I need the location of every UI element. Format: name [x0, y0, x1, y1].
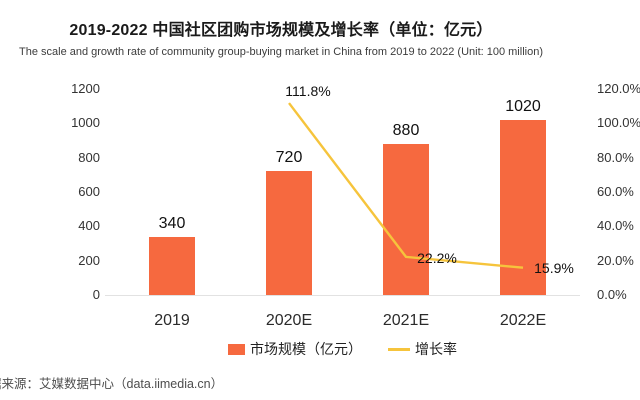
x-axis-label-2021E: 2021E: [382, 312, 430, 329]
y-axis-tick-left: 1200: [71, 81, 100, 96]
bar-value-label: 340: [158, 214, 186, 232]
y-axis-tick-right: 100.0%: [597, 115, 640, 131]
y-axis-tick-right: 40.0%: [597, 218, 634, 234]
chart-subtitle: The scale and growth rate of community g…: [19, 46, 543, 58]
y-axis-tick-left: 400: [78, 218, 100, 234]
growth-point-label: 15.9%: [534, 259, 574, 276]
bar-value-label: 1020: [505, 97, 541, 115]
x-axis-line: [105, 295, 580, 296]
bar-2019: [149, 236, 195, 295]
legend-item-market-size: 市场规模（亿元）: [228, 339, 362, 359]
growth-point-label: 111.8%: [285, 83, 331, 100]
y-axis-tick-right: 20.0%: [597, 252, 634, 268]
legend-item-growth-rate: 增长率: [388, 339, 457, 359]
legend-bar-label: 市场规模（亿元）: [250, 341, 362, 357]
y-axis-tick-left: 1000: [71, 115, 100, 131]
growth-point-label: 22.2%: [417, 249, 457, 266]
bar-2021E: [383, 143, 429, 295]
bar-value-label: 880: [392, 121, 420, 139]
chart-title: 2019-2022 中国社区团购市场规模及增长率（单位：亿元）: [69, 22, 493, 39]
y-axis-tick-left: 600: [78, 184, 100, 199]
x-axis-label-2019: 2019: [154, 312, 190, 329]
y-axis-tick-left: 800: [78, 149, 100, 165]
y-axis-tick-left: 0: [92, 287, 100, 302]
source-text: 来源：艾媒数据中心（data.iimedia.cn）: [1, 377, 224, 391]
bar-series-swatch-icon: [228, 343, 245, 355]
x-axis-label-2020E: 2020E: [265, 312, 313, 329]
y-axis-tick-right: 60.0%: [597, 184, 634, 199]
line-series-swatch-icon: [388, 347, 410, 351]
bar-value-label: 720: [275, 149, 303, 167]
legend-line-label: 增长率: [415, 341, 457, 357]
y-axis-tick-right: 80.0%: [597, 149, 634, 165]
x-axis-label-2022E: 2022E: [499, 312, 547, 329]
y-axis-tick-left: 200: [78, 252, 100, 268]
bar-2020E: [266, 171, 312, 295]
y-axis-tick-right: 0.0%: [597, 287, 627, 302]
y-axis-tick-right: 120.0%: [597, 81, 640, 96]
source-note: 据来源：艾媒数据中心（data.iimedia.cn）: [0, 373, 223, 392]
source-clipped-char: 据: [0, 377, 2, 391]
legend: 市场规模（亿元） 增长率: [105, 339, 580, 359]
